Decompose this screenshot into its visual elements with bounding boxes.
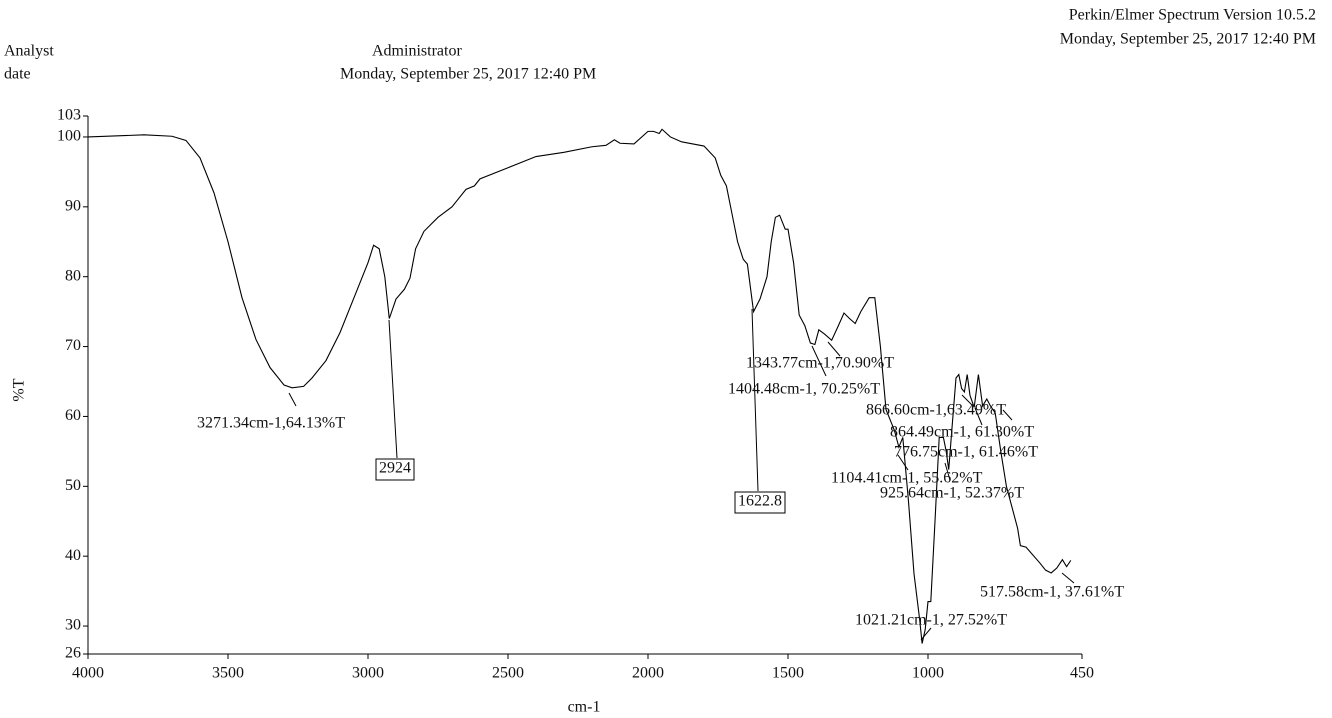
y-tick-label: 50 — [65, 477, 81, 494]
annotation-leader — [944, 462, 951, 481]
y-tick-label: 80 — [65, 267, 81, 284]
x-tick-label: 450 — [1070, 665, 1094, 682]
y-axis-label: %T — [11, 378, 28, 401]
annotation-leader — [1061, 572, 1075, 584]
x-tick-label: 4000 — [72, 665, 104, 682]
date: Monday, September 25, 2017 12:40 PM — [340, 66, 596, 83]
y-tick-label: 60 — [65, 407, 81, 424]
annotation-leader — [897, 454, 909, 471]
annotation-leader — [961, 394, 973, 406]
y-tick-label: 100 — [57, 128, 81, 145]
annotation-label: 2924 — [379, 460, 411, 477]
annotation-leader — [288, 392, 297, 407]
x-tick-label: 1500 — [772, 665, 804, 682]
annotation-leader — [827, 341, 841, 357]
annotation-label: 3271.34cm-1,64.13%T — [197, 415, 345, 432]
x-tick-label: 3000 — [352, 665, 384, 682]
x-axis-label: cm-1 — [568, 699, 601, 716]
annotation-leader — [920, 627, 932, 641]
annotation-box — [734, 491, 786, 514]
analyst: Administrator — [372, 43, 462, 60]
y-tick-label: 70 — [65, 337, 81, 354]
y-tick-label: 30 — [65, 617, 81, 634]
annotation-leader — [811, 345, 827, 377]
annotation-label: 1021.21cm-1, 27.52%T — [855, 612, 1007, 629]
date-label: date — [4, 66, 31, 83]
annotation-label: 1622.8 — [738, 493, 782, 510]
annotation-leader — [751, 308, 759, 492]
x-tick-label: 2000 — [632, 665, 664, 682]
annotation-box — [375, 458, 415, 481]
annotation-leader — [388, 319, 398, 459]
software-date: Monday, September 25, 2017 12:40 PM — [1060, 31, 1316, 48]
annotation-label: 776.75cm-1, 61.46%T — [894, 444, 1038, 461]
spectrum-line — [87, 128, 1072, 644]
annotation-leader — [974, 407, 983, 426]
x-tick-label: 1000 — [912, 665, 944, 682]
y-tick-label: 40 — [65, 547, 81, 564]
y-tick-label: 103 — [57, 107, 81, 124]
y-tick-label: 90 — [65, 198, 81, 215]
annotation-label: 866.60cm-1,63.49%T — [866, 402, 1006, 419]
x-tick-label: 2500 — [492, 665, 524, 682]
annotation-label: 1404.48cm-1, 70.25%T — [728, 381, 880, 398]
y-tick-label: 26 — [65, 645, 81, 662]
analyst-label: Analyst — [4, 43, 54, 60]
annotation-label: 1104.41cm-1, 55.62%T — [831, 470, 983, 487]
annotation-leader — [1002, 409, 1013, 421]
software: Perkin/Elmer Spectrum Version 10.5.2 — [1069, 7, 1316, 24]
annotation-label: 517.58cm-1, 37.61%T — [980, 584, 1124, 601]
x-tick-label: 3500 — [212, 665, 244, 682]
annotation-label: 925.64cm-1, 52.37%T — [880, 485, 1024, 502]
annotation-label: 864.49cm-1, 61.30%T — [890, 424, 1034, 441]
